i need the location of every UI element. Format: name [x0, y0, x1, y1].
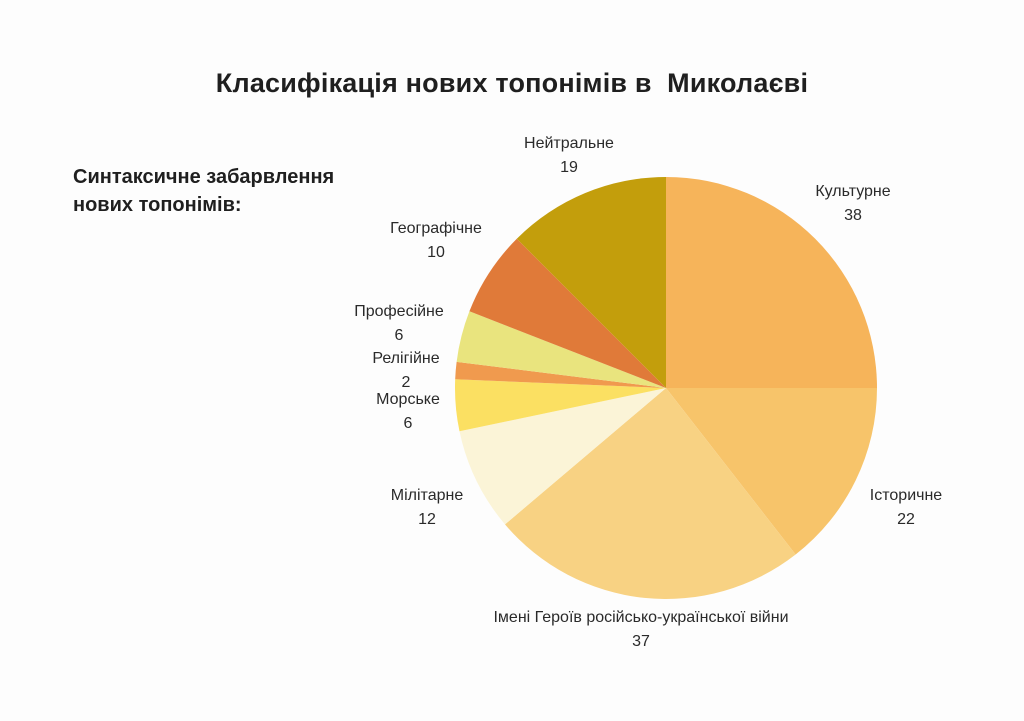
- slice-label-8: Географічне: [390, 220, 482, 237]
- slice-label-4: Мілітарне: [391, 487, 464, 504]
- pie-slice-4: [459, 388, 666, 525]
- pie-slice-8: [469, 238, 666, 388]
- slice-label-7: Професійне: [354, 303, 444, 320]
- slice-value-3: 37: [632, 633, 650, 650]
- slice-label-9: Нейтральне: [524, 135, 614, 152]
- slice-value-7: 6: [395, 327, 404, 344]
- pie-slice-7: [456, 311, 666, 388]
- slice-value-1: 38: [844, 207, 862, 224]
- slice-label-3: Імені Героїв російсько-української війни: [493, 609, 788, 626]
- pie-slice-3: [504, 388, 796, 599]
- pie-slice-2: [666, 388, 877, 555]
- slice-label-5: Морське: [376, 391, 440, 408]
- pie-slice-1: [666, 177, 877, 388]
- slice-value-9: 19: [560, 159, 578, 176]
- slice-value-2: 22: [897, 511, 915, 528]
- pie-slice-5: [455, 379, 666, 432]
- pie-slice-9: [516, 177, 666, 388]
- pie-slice-6: [455, 361, 666, 388]
- slice-value-5: 6: [404, 415, 413, 432]
- slice-label-2: Історичне: [870, 487, 943, 504]
- chart-title: Класифікація нових топонімів в Миколаєві: [215, 68, 809, 98]
- slice-value-8: 10: [427, 244, 445, 261]
- slice-label-6: Релігійне: [372, 350, 439, 367]
- slice-label-1: Культурне: [815, 183, 890, 200]
- slice-value-6: 2: [402, 374, 411, 391]
- chart-subtitle: Синтаксичне забарвлення нових топонімів:: [73, 166, 335, 216]
- slice-value-4: 12: [418, 511, 436, 528]
